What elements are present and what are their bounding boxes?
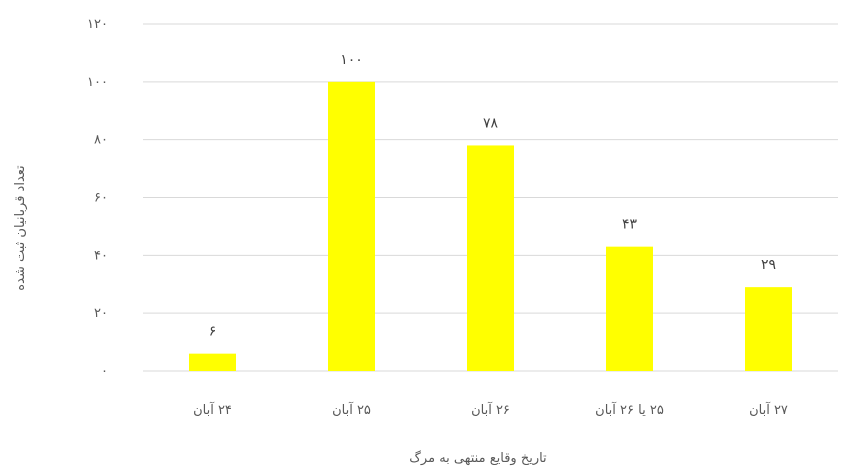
bar: [189, 353, 236, 371]
bar: [328, 81, 375, 371]
x-tick-label: ۲۵ یا ۲۶ آبان: [595, 401, 664, 418]
data-label: ۲۹: [761, 257, 776, 273]
x-axis-categories: ۲۴ آبان ۲۵ آبان ۲۶ آبان ۲۵ یا ۲۶ آبان ۲۷ آبا…: [193, 401, 788, 418]
x-tick-label: ۲۵ آبان: [332, 401, 371, 418]
x-tick-label: ۲۴ آبان: [193, 401, 232, 418]
data-labels: ۶ ۱۰۰ ۷۸ ۴۳ ۲۹: [209, 52, 776, 340]
bar: [745, 287, 792, 371]
x-axis-title: تاریخ وقایع منتهی به مرگ: [409, 449, 547, 466]
y-tick-label: ۰: [101, 364, 108, 379]
data-label: ۷۸: [483, 115, 499, 131]
y-tick-label: ۱۰۰: [87, 75, 108, 90]
data-label: ۴۳: [622, 217, 638, 233]
y-tick-label: ۶۰: [94, 191, 108, 206]
x-tick-label: ۲۷ آبان: [749, 401, 788, 418]
bar: [467, 145, 514, 371]
data-label: ۱۰۰: [340, 52, 363, 68]
y-tick-label: ۲۰: [94, 306, 108, 321]
y-axis-title: تعداد قربانیان ثبت شده: [13, 165, 28, 291]
x-tick-label: ۲۶ آبان: [471, 401, 510, 418]
y-tick-label: ۱۲۰: [87, 17, 108, 32]
data-label: ۶: [209, 324, 217, 340]
bar: [606, 246, 653, 371]
y-axis-ticks: ۰ ۲۰ ۴۰ ۶۰ ۸۰ ۱۰۰ ۱۲۰: [87, 17, 108, 379]
y-tick-label: ۸۰: [94, 133, 108, 148]
bars: [189, 81, 792, 371]
y-tick-label: ۴۰: [94, 248, 108, 263]
